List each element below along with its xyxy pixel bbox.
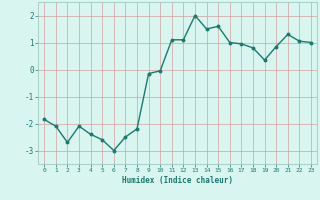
X-axis label: Humidex (Indice chaleur): Humidex (Indice chaleur) [122, 176, 233, 185]
